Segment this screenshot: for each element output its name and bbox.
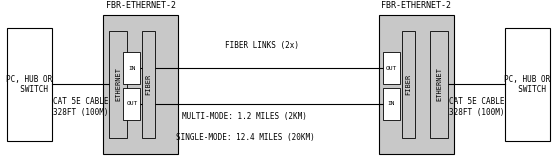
Bar bbox=[124, 52, 140, 84]
Text: FIBER LINKS (2x): FIBER LINKS (2x) bbox=[224, 41, 299, 50]
Bar bbox=[402, 31, 414, 138]
Text: PC, HUB OR
  SWITCH: PC, HUB OR SWITCH bbox=[504, 75, 550, 94]
Text: SINGLE-MODE: 12.4 MILES (20KM): SINGLE-MODE: 12.4 MILES (20KM) bbox=[175, 133, 314, 142]
Text: CAT 5E CABLE
328FT (100M): CAT 5E CABLE 328FT (100M) bbox=[449, 97, 504, 117]
Text: FIBER: FIBER bbox=[145, 74, 152, 95]
Bar bbox=[379, 15, 453, 154]
Bar bbox=[104, 15, 178, 154]
Bar bbox=[7, 28, 52, 141]
Text: IN: IN bbox=[128, 66, 135, 71]
Text: ETHERNET: ETHERNET bbox=[436, 67, 442, 101]
Text: ETHERNET: ETHERNET bbox=[115, 67, 121, 101]
Text: CAT 5E CABLE
328FT (100M): CAT 5E CABLE 328FT (100M) bbox=[53, 97, 108, 117]
Bar bbox=[383, 52, 399, 84]
Text: FBR-ETHERNET-2: FBR-ETHERNET-2 bbox=[106, 1, 176, 10]
Text: OUT: OUT bbox=[385, 66, 397, 71]
Text: FIBER: FIBER bbox=[405, 74, 412, 95]
Bar bbox=[109, 31, 127, 138]
Bar bbox=[505, 28, 550, 141]
Text: FBR-ETHERNET-2: FBR-ETHERNET-2 bbox=[381, 1, 451, 10]
Bar bbox=[143, 31, 155, 138]
Text: IN: IN bbox=[388, 101, 395, 106]
Bar bbox=[430, 31, 448, 138]
Text: OUT: OUT bbox=[126, 101, 138, 106]
Bar bbox=[124, 88, 140, 120]
Bar bbox=[383, 88, 399, 120]
Text: MULTI-MODE: 1.2 MILES (2KM): MULTI-MODE: 1.2 MILES (2KM) bbox=[183, 112, 307, 121]
Text: PC, HUB OR
  SWITCH: PC, HUB OR SWITCH bbox=[7, 75, 53, 94]
